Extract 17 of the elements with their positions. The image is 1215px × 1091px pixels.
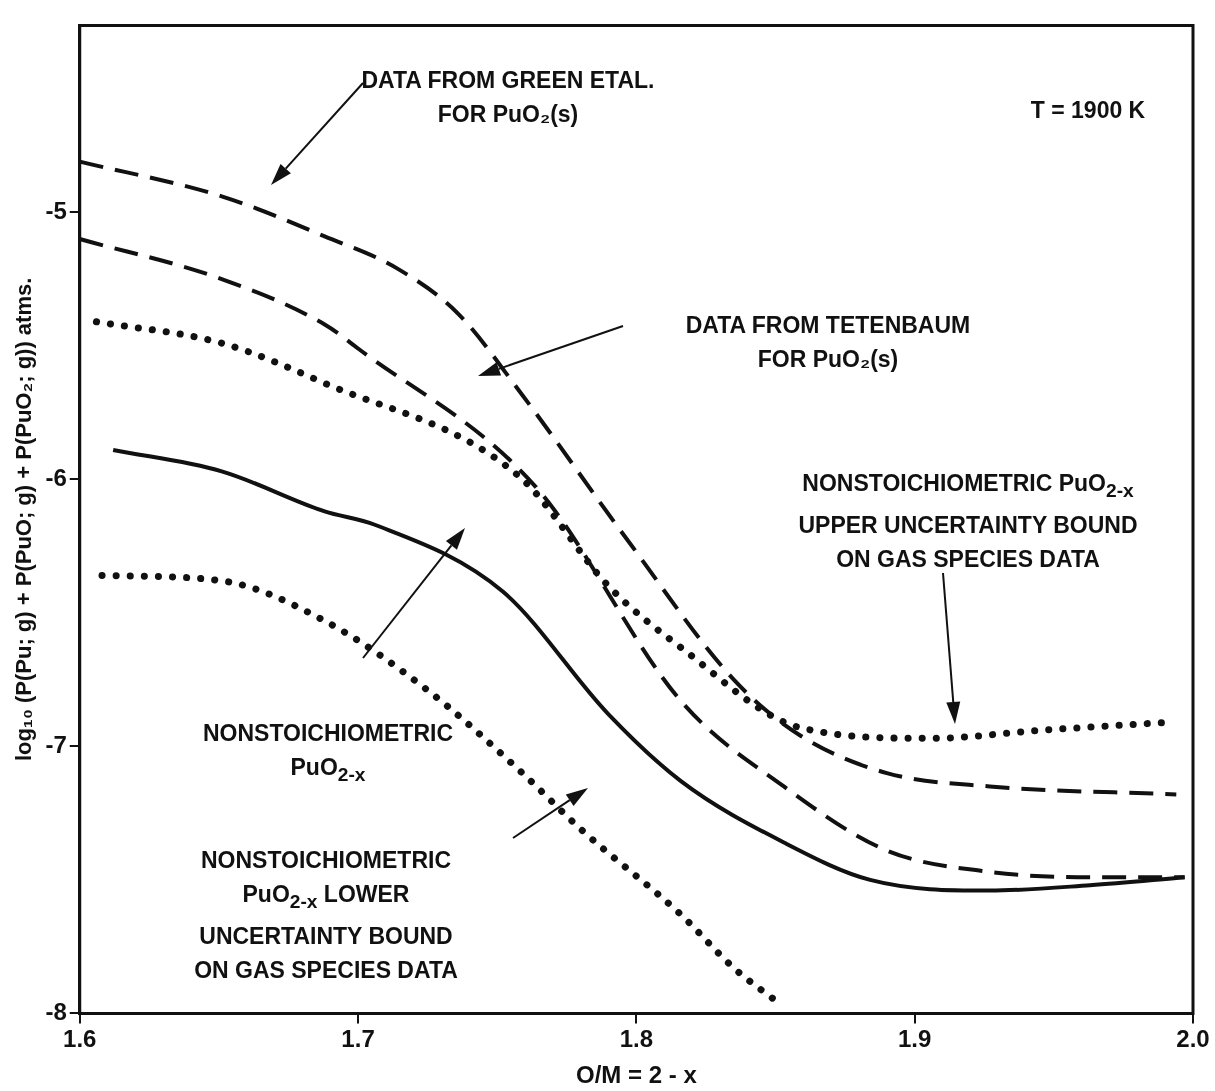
x-tick-label: 1.8 [619,1025,654,1053]
x-tick-label: 1.6 [63,1025,97,1053]
annotation: NONSTOICHIOMETRIC PuO$_{2-x}$ LOWER UNCERTAINTY BOUND ON GAS SPECIES DATA [194,846,458,985]
annotation: NONSTOICHIOMETRIC PuO$_{2-x}$ [202,719,454,787]
y-tick-label: -6 [45,463,67,491]
y-tick-label: -8 [45,998,67,1026]
x-axis-title: O/M = 2 - x [576,1061,698,1089]
x-tick-label: 1.9 [898,1025,932,1053]
annotation: T = 1900 K [1030,96,1146,125]
y-tick-label: -5 [45,196,67,224]
annotation: DATA FROM GREEN ETAL. FOR PuO₂(s) [361,66,655,129]
x-tick-label: 2.0 [1176,1025,1210,1053]
y-tick-label: -7 [45,731,67,758]
annotation: DATA FROM TETENBAUM FOR PuO₂(s) [685,311,971,374]
annotation: NONSTOICHIOMETRIC PuO$_{2-x}$ UPPER UNCERTAINTY BOUND ON GAS SPECIES DATA [798,469,1138,574]
y-axis-title: log₁₀ (P(Pu; g) + P(PuO; g) + P(PuO₂; g)) atms. [11,277,37,762]
x-tick-label: 1.7 [341,1025,375,1053]
